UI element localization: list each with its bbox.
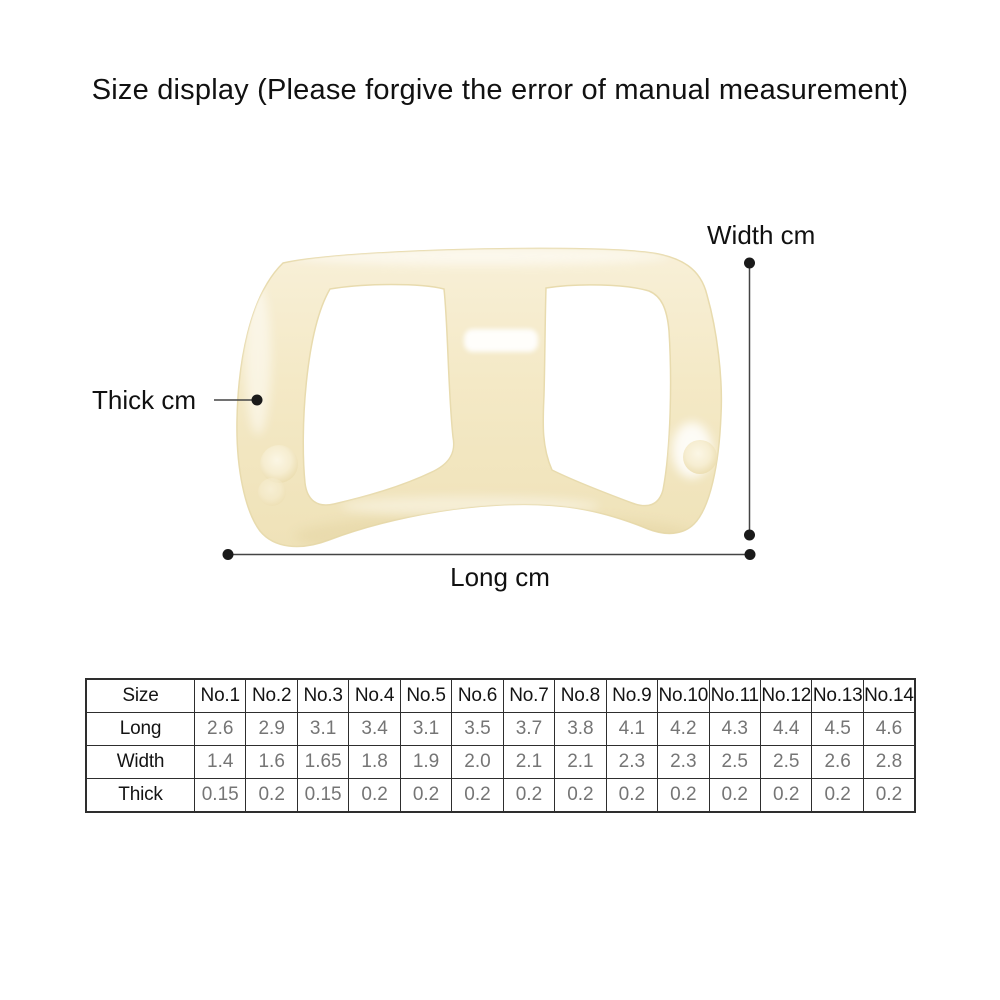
size-table-cell: 0.2 [502, 778, 556, 813]
measure-lines [214, 263, 751, 556]
size-table-cell: 4.3 [708, 712, 761, 746]
size-table-cell: 3.1 [296, 712, 350, 746]
size-table-cell: 4.5 [811, 712, 864, 746]
size-table-header-row: Size No.1 No.2 No.3 No.4 No.5 No.6 No.7 No.8 No.… [85, 678, 916, 713]
size-table-col-header: No.8 [554, 678, 607, 713]
size-table-cell: 2.0 [451, 745, 504, 779]
long-line-right-dot [744, 549, 756, 560]
size-table-col-header: No.12 [759, 678, 813, 713]
measure-dots [222, 257, 756, 560]
size-table-cell: 2.6 [193, 712, 247, 746]
size-table-cell: 3.4 [348, 712, 401, 746]
size-table-cell: 0.2 [245, 778, 298, 813]
size-table-cell: 0.2 [554, 778, 607, 813]
size-table-cell: 0.2 [862, 778, 916, 813]
thick-label: Thick cm [92, 385, 196, 415]
size-table-row-label: Width [85, 745, 195, 779]
size-table-row: Width 1.4 1.6 1.65 1.8 1.9 2.0 2.1 2.1 2.3 2.3 2.5 2… [85, 745, 916, 779]
size-table-cell: 1.6 [245, 745, 298, 779]
size-table-col-header: No.4 [348, 678, 401, 713]
size-table-col-header: No.2 [245, 678, 298, 713]
size-table-cell: 4.1 [605, 712, 659, 746]
product-image [214, 247, 756, 560]
size-table-col-header: No.3 [296, 678, 350, 713]
size-table-col-header: No.14 [862, 678, 916, 713]
long-line-left-dot [222, 549, 234, 560]
right-bump [683, 440, 717, 474]
size-table-cell: 1.8 [348, 745, 401, 779]
size-table-cell: 3.1 [399, 712, 453, 746]
size-table-col-header: No.11 [708, 678, 761, 713]
size-table-cell: 0.2 [348, 778, 401, 813]
size-table-cell: 1.65 [296, 745, 350, 779]
size-table-cell: 2.3 [657, 745, 710, 779]
bottom-shade [295, 514, 695, 547]
size-table-cell: 0.2 [451, 778, 504, 813]
size-table-cell: 2.1 [554, 745, 607, 779]
size-table-cell: 3.8 [554, 712, 607, 746]
size-table-col-header: No.6 [451, 678, 504, 713]
size-table-cell: 1.4 [193, 745, 247, 779]
size-table-cell: 0.2 [399, 778, 453, 813]
size-table-col-header: No.13 [811, 678, 864, 713]
size-table-col-header: No.5 [399, 678, 453, 713]
page-title: Size display (Please forgive the error o… [91, 74, 909, 106]
size-table-body: Long 2.6 2.9 3.1 3.4 3.1 3.5 3.7 3.8 4.1 4.2 4.3 4.4… [85, 712, 916, 813]
size-table: Size No.1 No.2 No.3 No.4 No.5 No.6 No.7 No.8 No.… [85, 678, 916, 813]
thick-line-dot [251, 394, 263, 406]
size-table-cell: 0.15 [296, 778, 350, 813]
size-table-cell: 0.2 [708, 778, 761, 813]
size-table-cell: 2.6 [811, 745, 864, 779]
left-bump-secondary [258, 478, 286, 506]
size-table-col-header: No.10 [657, 678, 710, 713]
width-line-bottom-dot [744, 529, 755, 541]
size-table-cell: 2.3 [605, 745, 659, 779]
size-table-corner-header: Size [85, 678, 195, 713]
size-table-cell: 2.8 [862, 745, 916, 779]
size-table-cell: 2.5 [759, 745, 813, 779]
size-table-cell: 2.1 [502, 745, 556, 779]
size-table-row: Thick 0.15 0.2 0.15 0.2 0.2 0.2 0.2 0.2 0.2 0.2 0.2… [85, 778, 916, 813]
size-table-row-label: Thick [85, 778, 195, 813]
size-table-cell: 0.2 [811, 778, 864, 813]
center-bar-highlight [464, 329, 538, 352]
size-table-cell: 0.15 [193, 778, 247, 813]
size-table-cell: 4.2 [657, 712, 710, 746]
size-table-cell: 0.2 [605, 778, 659, 813]
size-table-cell: 0.2 [657, 778, 710, 813]
size-table-row: Long 2.6 2.9 3.1 3.4 3.1 3.5 3.7 3.8 4.1 4.2 4.3 4.4… [85, 712, 916, 746]
size-table-cell: 4.4 [759, 712, 813, 746]
size-table-cell: 3.7 [502, 712, 556, 746]
width-line-top-dot [744, 257, 755, 269]
size-table-cell: 1.9 [399, 745, 453, 779]
left-bump [260, 445, 298, 483]
bottom-sheen [340, 496, 600, 516]
size-table-cell: 4.6 [862, 712, 916, 746]
long-label: Long cm [450, 562, 550, 592]
size-table-col-header: No.1 [193, 678, 247, 713]
size-table-cell: 3.5 [451, 712, 504, 746]
size-table-row-label: Long [85, 712, 195, 746]
size-table-col-header: No.9 [605, 678, 659, 713]
size-table-cell: 2.9 [245, 712, 298, 746]
size-table-col-header: No.7 [502, 678, 556, 713]
width-label: Width cm [707, 220, 816, 250]
size-table-cell: 0.2 [759, 778, 813, 813]
left-sheen [245, 285, 271, 435]
size-table-cell: 2.5 [708, 745, 761, 779]
